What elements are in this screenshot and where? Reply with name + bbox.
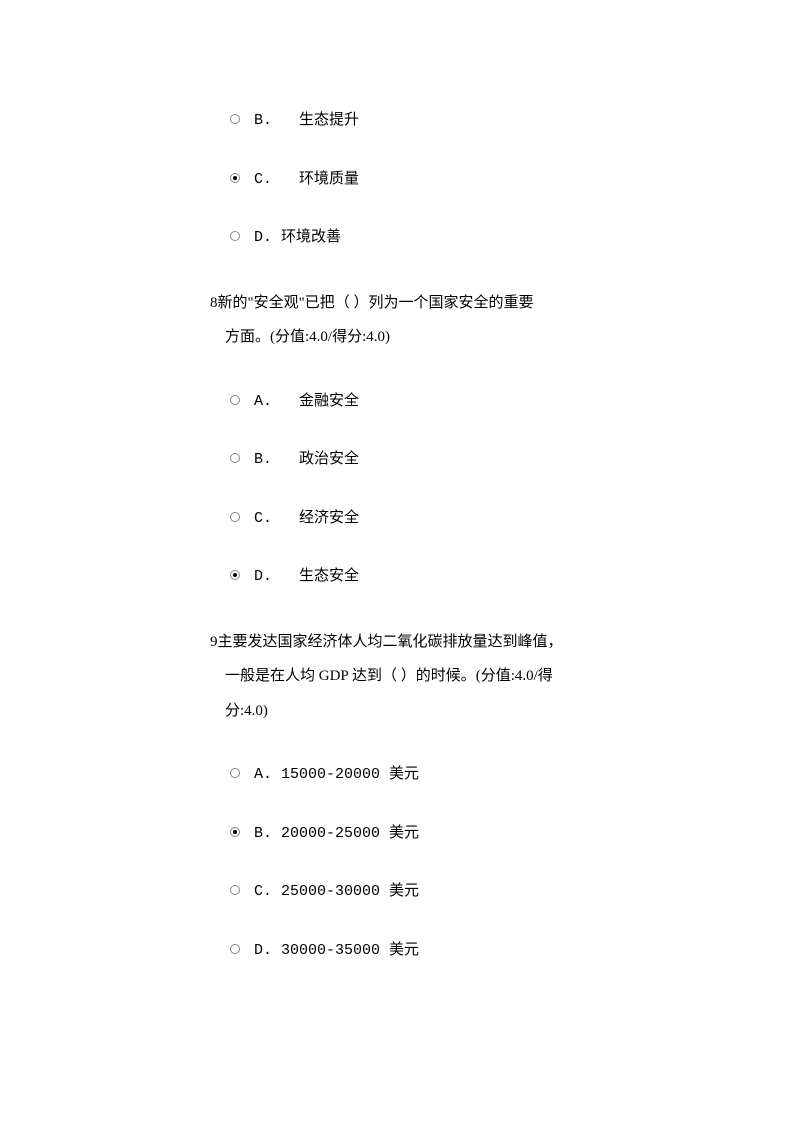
option-row[interactable]: D. 生态安全 [210, 566, 584, 589]
option-row[interactable]: D. 30000-35000 美元 [210, 940, 584, 963]
option-row[interactable]: A. 15000-20000 美元 [210, 764, 584, 787]
radio-icon[interactable] [230, 114, 240, 124]
radio-icon[interactable] [230, 453, 240, 463]
orphan-option-group: B. 生态提升 C. 环境质量 D. 环境改善 [210, 110, 584, 250]
option-label: D. 生态安全 [254, 566, 359, 589]
radio-icon[interactable] [230, 231, 240, 241]
radio-icon[interactable] [230, 768, 240, 778]
option-group: A. 金融安全 B. 政治安全 C. 经济安全 D. 生态安全 [210, 391, 584, 589]
question-line: 方面。(分值:4.0/得分:4.0) [210, 320, 584, 355]
option-row[interactable]: C. 25000-30000 美元 [210, 881, 584, 904]
option-row[interactable]: A. 金融安全 [210, 391, 584, 414]
option-row[interactable]: C. 经济安全 [210, 508, 584, 531]
option-label: B. 生态提升 [254, 110, 359, 133]
option-label: B. 20000-25000 美元 [254, 823, 419, 846]
question-line: 主要发达国家经济体人均二氧化碳排放量达到峰值， [218, 634, 563, 650]
option-label: D. 30000-35000 美元 [254, 940, 419, 963]
option-label: C. 环境质量 [254, 169, 359, 192]
option-label: D. 环境改善 [254, 227, 341, 250]
option-label: C. 25000-30000 美元 [254, 881, 419, 904]
option-label: B. 政治安全 [254, 449, 359, 472]
radio-icon[interactable] [230, 827, 240, 837]
option-label: A. 15000-20000 美元 [254, 764, 419, 787]
option-row[interactable]: D. 环境改善 [210, 227, 584, 250]
question-line: 分:4.0) [210, 694, 584, 729]
question-line: 一般是在人均 GDP 达到（ ）的时候。(分值:4.0/得 [210, 659, 584, 694]
option-row[interactable]: C. 环境质量 [210, 169, 584, 192]
question-text: 8新的"安全观"已把（ ）列为一个国家安全的重要 方面。(分值:4.0/得分:4… [210, 286, 584, 355]
question-number: 9 [210, 634, 218, 650]
question-number: 8 [210, 295, 218, 311]
question-line: 新的"安全观"已把（ ）列为一个国家安全的重要 [218, 295, 534, 311]
option-row[interactable]: B. 20000-25000 美元 [210, 823, 584, 846]
radio-icon[interactable] [230, 395, 240, 405]
radio-icon[interactable] [230, 944, 240, 954]
radio-icon[interactable] [230, 173, 240, 183]
option-label: C. 经济安全 [254, 508, 359, 531]
option-row[interactable]: B. 生态提升 [210, 110, 584, 133]
question-text: 9主要发达国家经济体人均二氧化碳排放量达到峰值， 一般是在人均 GDP 达到（ … [210, 625, 584, 729]
radio-icon[interactable] [230, 570, 240, 580]
option-row[interactable]: B. 政治安全 [210, 449, 584, 472]
radio-icon[interactable] [230, 512, 240, 522]
option-label: A. 金融安全 [254, 391, 359, 414]
radio-icon[interactable] [230, 885, 240, 895]
option-group: A. 15000-20000 美元 B. 20000-25000 美元 C. 2… [210, 764, 584, 962]
